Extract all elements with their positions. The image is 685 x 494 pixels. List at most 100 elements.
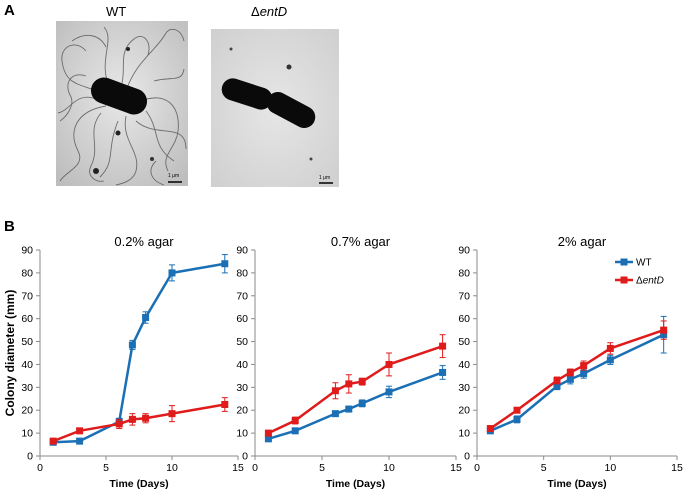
y-tick-label: 10 bbox=[21, 428, 33, 440]
entd-bacterium-2 bbox=[266, 91, 316, 129]
y-tick-label: 30 bbox=[458, 382, 470, 394]
legend-marker bbox=[620, 258, 628, 266]
data-point bbox=[142, 414, 150, 422]
data-point bbox=[580, 370, 588, 378]
data-point bbox=[331, 410, 339, 418]
data-point bbox=[221, 401, 229, 408]
y-tick-label: 90 bbox=[21, 245, 33, 257]
x-tick-label: 0 bbox=[37, 462, 43, 474]
y-tick-label: 70 bbox=[458, 290, 470, 302]
y-tick-label: 20 bbox=[458, 405, 470, 417]
y-tick-label: 80 bbox=[458, 267, 470, 279]
data-point bbox=[385, 360, 393, 368]
data-point bbox=[142, 314, 150, 322]
data-point bbox=[606, 344, 614, 352]
y-tick-label: 70 bbox=[21, 290, 33, 302]
entd-image-title: ΔentD bbox=[251, 4, 287, 19]
legend-marker bbox=[620, 276, 628, 284]
data-point bbox=[513, 415, 521, 423]
series-wt bbox=[49, 254, 229, 446]
wt-micrograph: 1 μm bbox=[56, 21, 188, 186]
data-point bbox=[291, 417, 299, 425]
x-tick-label: 10 bbox=[166, 462, 178, 474]
data-point bbox=[566, 368, 574, 376]
entd-micrograph: 1 μm bbox=[211, 29, 339, 187]
y-tick-label: 60 bbox=[236, 313, 248, 325]
chart-title: 2% agar bbox=[558, 234, 607, 249]
y-tick-label: 20 bbox=[236, 405, 248, 417]
y-tick-label: 50 bbox=[21, 336, 33, 348]
entd-gene-name: entD bbox=[259, 4, 288, 19]
data-point bbox=[580, 362, 588, 370]
y-tick-label: 0 bbox=[27, 451, 33, 463]
data-point bbox=[566, 375, 574, 383]
data-point bbox=[115, 420, 123, 428]
series-wt bbox=[486, 315, 668, 435]
chart-title: 0.2% agar bbox=[114, 234, 174, 249]
data-point bbox=[606, 356, 614, 364]
series-entd bbox=[264, 334, 447, 437]
data-point bbox=[49, 437, 57, 445]
data-point bbox=[439, 368, 447, 376]
data-point bbox=[660, 326, 668, 334]
data-point bbox=[553, 376, 561, 384]
y-tick-label: 50 bbox=[236, 336, 248, 348]
x-axis-label: Time (Days) bbox=[326, 478, 385, 490]
chart-3: 0 10 20 30 40 50 60 70 80 90 0 5 10 15 Time (Days) 2% a… bbox=[458, 234, 683, 490]
chart-2: 0 10 20 30 40 50 60 70 80 90 0 5 10 15 Time (Days) 0.7%… bbox=[236, 234, 462, 490]
legend-entry: ΔentD bbox=[615, 276, 664, 287]
entd-scale-label: 1 μm bbox=[319, 175, 331, 181]
data-point bbox=[439, 342, 447, 350]
chart-title: 0.7% agar bbox=[331, 234, 391, 249]
x-tick-label: 15 bbox=[450, 462, 462, 474]
delta-symbol: Δ bbox=[251, 4, 260, 19]
legend-label: WT bbox=[636, 258, 652, 269]
y-tick-label: 80 bbox=[236, 267, 248, 279]
data-point bbox=[291, 427, 299, 435]
entd-bacterium-1 bbox=[221, 78, 273, 110]
y-tick-label: 90 bbox=[458, 245, 470, 257]
legend-label: ΔentD bbox=[636, 276, 664, 287]
series-line bbox=[489, 328, 665, 430]
data-point bbox=[513, 406, 521, 414]
data-point bbox=[168, 269, 176, 277]
data-point bbox=[358, 378, 366, 386]
series-line bbox=[52, 403, 226, 443]
x-tick-label: 15 bbox=[232, 462, 244, 474]
data-point bbox=[486, 425, 494, 433]
x-axis-label: Time (Days) bbox=[109, 478, 168, 490]
y-tick-label: 40 bbox=[458, 359, 470, 371]
x-tick-label: 10 bbox=[604, 462, 616, 474]
y-tick-label: 80 bbox=[21, 267, 33, 279]
y-tick-label: 30 bbox=[21, 382, 33, 394]
y-tick-label: 10 bbox=[458, 428, 470, 440]
panel-b-label: B bbox=[4, 218, 15, 235]
panel-a-label: A bbox=[4, 2, 15, 19]
wt-scale-label: 1 μm bbox=[168, 173, 180, 179]
y-tick-label: 30 bbox=[236, 382, 248, 394]
series-wt bbox=[264, 365, 447, 443]
x-tick-label: 5 bbox=[319, 462, 325, 474]
data-point bbox=[345, 380, 353, 388]
x-tick-label: 5 bbox=[541, 462, 547, 474]
y-tick-label: 0 bbox=[464, 451, 470, 463]
data-point bbox=[76, 437, 84, 445]
y-tick-label: 90 bbox=[236, 245, 248, 257]
y-axis-label: Colony diameter (mm) bbox=[3, 290, 17, 417]
data-point bbox=[264, 429, 272, 437]
x-tick-label: 10 bbox=[383, 462, 395, 474]
x-tick-label: 15 bbox=[671, 462, 683, 474]
y-tick-label: 60 bbox=[458, 313, 470, 325]
chart-1: 0 10 20 30 40 50 60 70 80 90 0 5 10 15 Time (Days) 0.2%… bbox=[21, 234, 244, 490]
data-point bbox=[128, 415, 136, 423]
y-tick-label: 40 bbox=[236, 359, 248, 371]
y-tick-label: 10 bbox=[236, 428, 248, 440]
y-tick-label: 40 bbox=[21, 359, 33, 371]
data-point bbox=[221, 260, 229, 268]
data-point bbox=[358, 399, 366, 407]
series-line bbox=[53, 262, 226, 444]
data-point bbox=[331, 387, 339, 395]
data-point bbox=[385, 388, 393, 396]
y-tick-label: 50 bbox=[458, 336, 470, 348]
